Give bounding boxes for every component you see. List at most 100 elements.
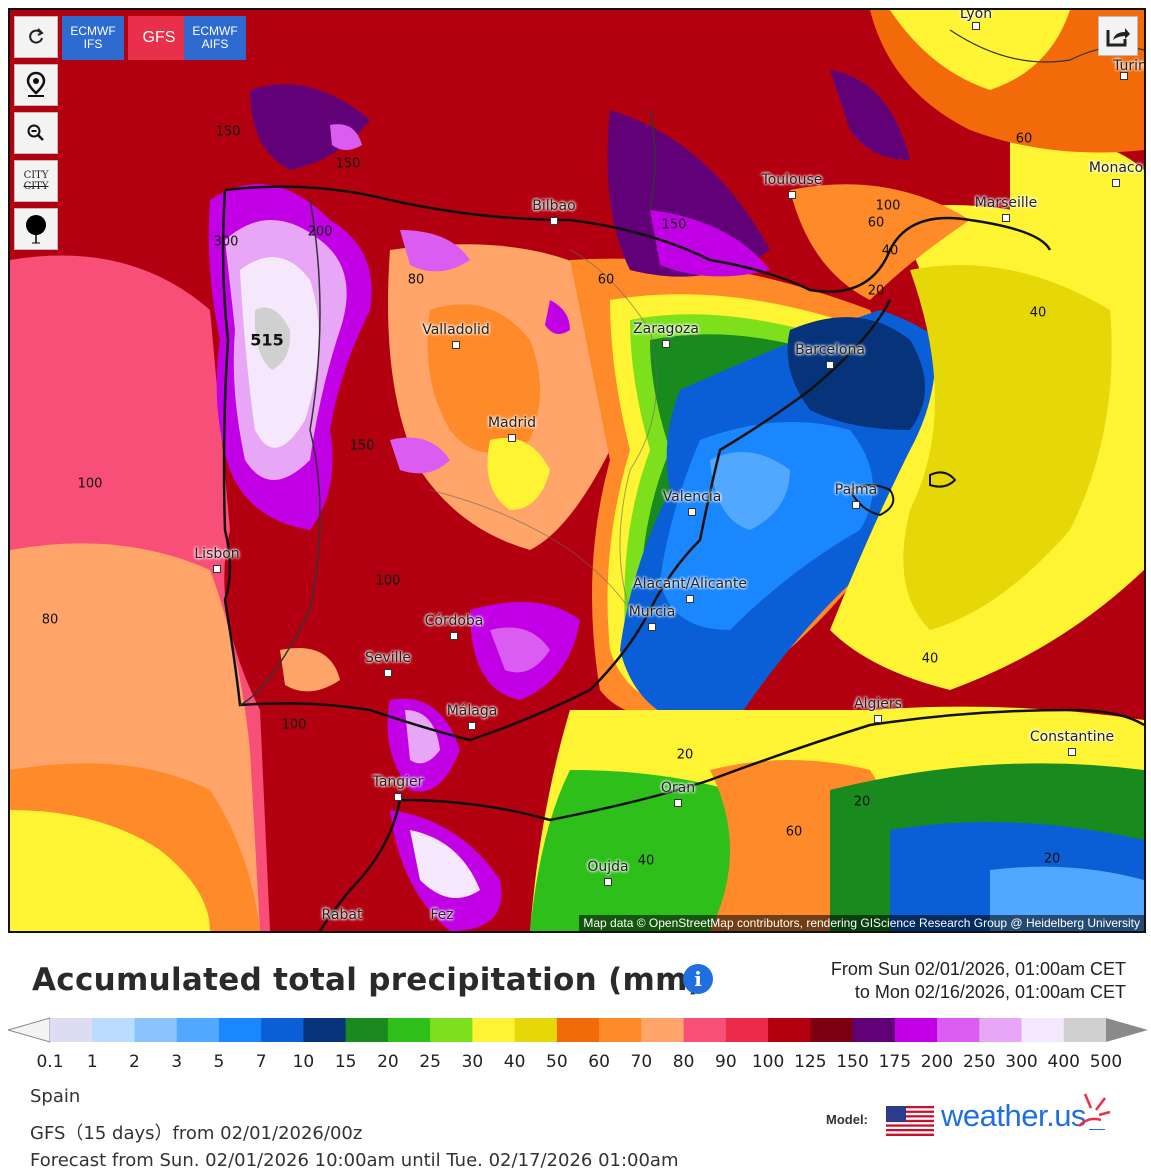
city-label-oujda[interactable]: Oujda (587, 859, 629, 875)
city-label-valladolid[interactable]: Valladolid (422, 322, 490, 338)
city-marker (508, 434, 516, 442)
reload-button[interactable] (14, 16, 58, 58)
scale-arrow-min (8, 1017, 51, 1043)
city-label-seville[interactable]: Seville (364, 650, 412, 666)
city-marker (452, 341, 460, 349)
city-label-lisbon[interactable]: Lisbon (194, 546, 240, 562)
scale-segment (852, 1018, 896, 1042)
city-label-lyon[interactable]: Lyon (959, 8, 993, 22)
model-label: GFS (142, 29, 176, 46)
reload-icon (29, 28, 44, 44)
city-label-madrid[interactable]: Madrid (487, 415, 537, 431)
zoom-out-button[interactable] (14, 112, 58, 154)
city-label-oran[interactable]: Oran (660, 780, 696, 796)
city-label-monaco[interactable]: Monaco (1088, 160, 1144, 176)
contour-label: 150 (661, 217, 687, 233)
location-pin-icon (26, 71, 46, 97)
scale-tick-label: 175 (878, 1052, 912, 1072)
scale-segment (134, 1018, 178, 1042)
marker-pin-icon (26, 215, 46, 244)
city-label-palma[interactable]: Palma (834, 482, 878, 498)
scale-segment (768, 1018, 811, 1042)
city-label-cordoba[interactable]: Córdoba (424, 613, 484, 629)
city-label-zaragoza[interactable]: Zaragoza (633, 321, 699, 337)
contour-label: 300 (213, 234, 239, 250)
scale-segment (810, 1018, 854, 1042)
scale-arrow-max (1106, 1018, 1148, 1042)
city-marker (1068, 748, 1076, 756)
city-label-algiers[interactable]: Algiers (854, 696, 902, 712)
city-label-constantine[interactable]: Constantine (1029, 729, 1115, 745)
scale-tick-label: 30 (461, 1052, 484, 1072)
share-button[interactable] (1098, 16, 1138, 56)
info-icon[interactable]: i (683, 964, 713, 994)
model-label: AIFS (201, 37, 229, 51)
model-button-ecmwf-aifs[interactable]: ECMWF AIFS (184, 16, 246, 60)
scale-tick-label: 15 (334, 1052, 357, 1072)
city-marker (1002, 214, 1010, 222)
city-label-fez[interactable]: Fez (430, 907, 454, 923)
scale-tick-label: 500 (1089, 1052, 1123, 1072)
scale-tick-label: 0.1 (36, 1052, 64, 1072)
contour-label: 100 (281, 717, 307, 733)
location-button[interactable] (14, 64, 58, 106)
scale-tick-label: 100 (751, 1052, 785, 1072)
scale-tick-label: 40 (503, 1052, 526, 1072)
scale-tick-label: 10 (292, 1052, 315, 1072)
scale-tick-label: 5 (213, 1052, 225, 1072)
marker-button[interactable] (14, 208, 58, 250)
region-label: Spain (30, 1086, 81, 1107)
map-attribution: Map data © OpenStreetMap contributors, r… (579, 915, 1144, 931)
contour-label: 40 (637, 853, 655, 869)
city-marker (1120, 72, 1128, 80)
model-label: ECMWF (192, 24, 238, 38)
city-label-marseille[interactable]: Marseille (974, 195, 1038, 211)
contour-label: 60 (785, 824, 803, 840)
city-label-bilbao[interactable]: Bilbao (532, 198, 576, 214)
forecast-range-label: Forecast from Sun. 02/01/2026 10:00am un… (30, 1150, 679, 1171)
scale-segment (979, 1018, 1023, 1042)
scale-segment (1021, 1018, 1065, 1042)
city-marker (788, 191, 796, 199)
scale-tick-label: 7 (255, 1052, 267, 1072)
city-label-malaga[interactable]: Málaga (446, 703, 498, 719)
scale-tick-label: 2 (129, 1052, 140, 1072)
city-toggle-button[interactable]: CITY CITY (14, 160, 58, 202)
scale-segment (556, 1018, 600, 1042)
contour-label: 150 (335, 156, 361, 172)
precipitation-map[interactable]: 150 150 200 300 515 150 80 60 150 100 60… (8, 8, 1146, 933)
model-logo[interactable]: Model: weather.us (826, 1090, 1126, 1150)
scale-segment (725, 1018, 769, 1042)
city-label-valencia[interactable]: Valencia (662, 489, 722, 505)
contour-label: 100 (77, 476, 103, 492)
city-label-murcia[interactable]: Murcia (628, 604, 676, 620)
city-marker (686, 595, 694, 603)
city-marker (648, 623, 656, 631)
color-scale-labels: 0.1 1 2 3 5 7 10 15 20 25 30 40 50 60 70 80 90 100 125 150 1… (0, 1052, 1151, 1074)
zoom-out-icon (27, 124, 44, 141)
city-marker (874, 715, 882, 723)
contour-label: 80 (407, 272, 425, 288)
scale-segment (1063, 1018, 1107, 1042)
city-marker (674, 799, 682, 807)
city-label-barcelona[interactable]: Barcelona (795, 342, 865, 358)
contour-label: 60 (1015, 131, 1033, 147)
city-label-turin[interactable]: Turin (1113, 58, 1146, 74)
contour-label: 150 (349, 438, 375, 454)
scale-tick-label: 80 (672, 1052, 695, 1072)
city-marker (826, 361, 834, 369)
model-button-gfs[interactable]: GFS (128, 16, 190, 60)
city-label-tangier[interactable]: Tangier (372, 774, 424, 790)
city-label-rabat[interactable]: Rabat (321, 907, 363, 923)
scale-tick-label: 70 (630, 1052, 653, 1072)
model-button-ecmwf-ifs[interactable]: ECMWF IFS (62, 16, 124, 60)
scale-tick-label: 1 (86, 1052, 98, 1072)
scale-segment (641, 1018, 685, 1042)
city-label-toulouse[interactable]: Toulouse (761, 172, 823, 188)
contour-label: 60 (597, 272, 615, 288)
city-marker (550, 217, 558, 225)
city-label-alicante[interactable]: Alacant/Alicante (632, 576, 748, 592)
scale-segment (599, 1018, 642, 1042)
scale-segment (50, 1018, 93, 1042)
scale-segment (387, 1018, 431, 1042)
